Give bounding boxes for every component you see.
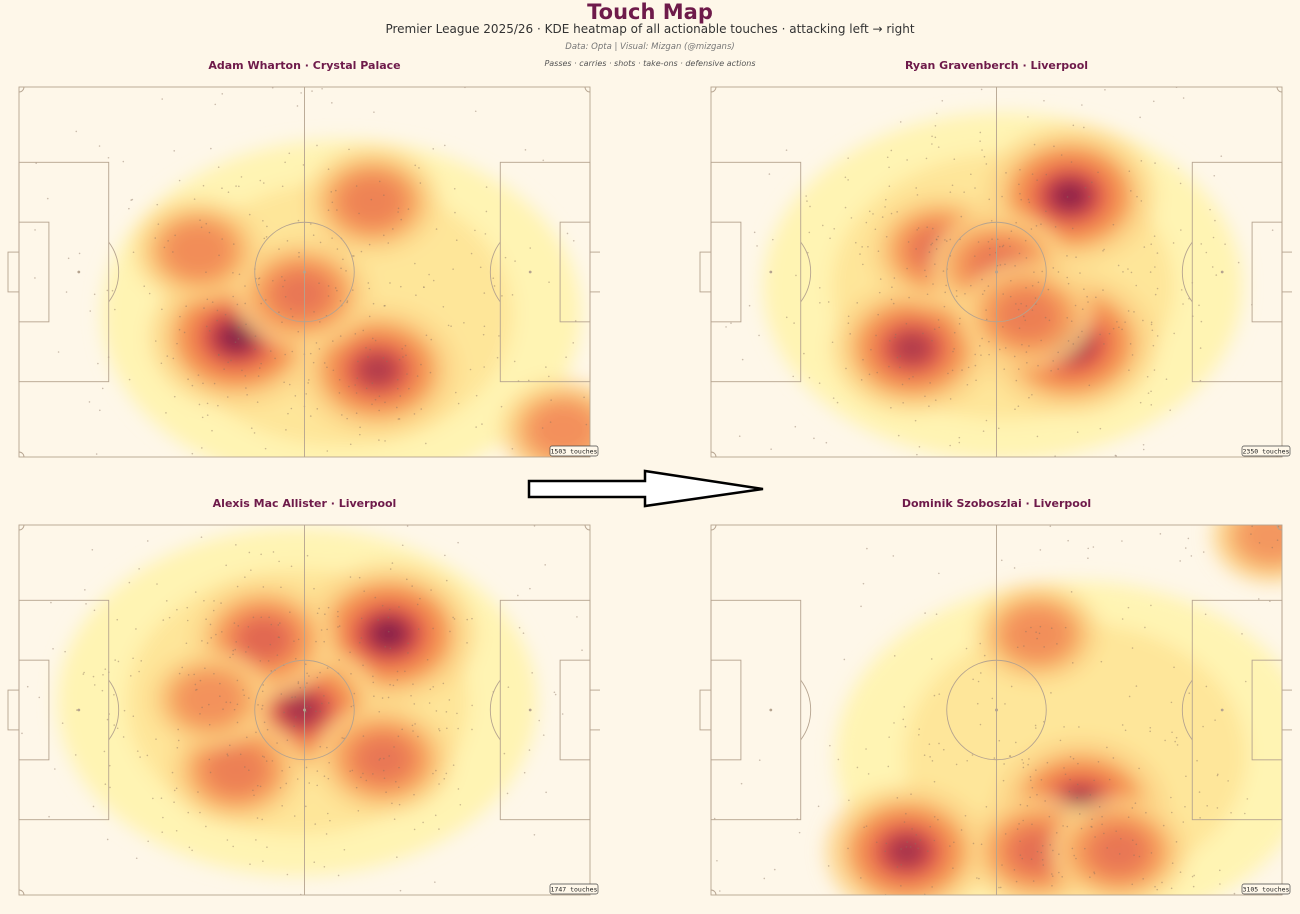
panel-title-gravenberch: Ryan Gravenberch · Liverpool	[904, 59, 1089, 72]
pitch-markings	[7, 524, 600, 896]
heat-hotspot	[134, 199, 263, 302]
pitch-markings	[699, 524, 1292, 896]
svg-text:2350 touches: 2350 touches	[1243, 448, 1290, 456]
heat-hotspot	[314, 703, 452, 815]
heat-hotspot	[306, 147, 439, 255]
pitch-markings	[7, 86, 600, 458]
touches-count-badge: 1747 touches	[549, 883, 599, 895]
heat-layer	[763, 112, 1243, 457]
panel-title-szoboszlai: Dominik Szoboszlai · Liverpool	[901, 497, 1092, 510]
touches-count-badge: 3105 touches	[1241, 883, 1291, 895]
heat-hotspot	[233, 238, 371, 349]
heat-layer	[825, 525, 1282, 895]
panel-title-wharton: Adam Wharton · Crystal Palace	[208, 59, 401, 72]
pitch-markings	[699, 86, 1292, 458]
pitch-svg: 1747 touches	[7, 524, 600, 896]
heat-layer	[57, 527, 538, 876]
pitch-svg: 3105 touches	[699, 524, 1292, 896]
touch-dots	[713, 525, 1280, 895]
page-title: Touch Map	[587, 0, 713, 24]
heat-hotspot	[825, 785, 988, 895]
heat-hotspot	[1050, 796, 1188, 895]
touches-count-badge: 1503 touches	[549, 445, 599, 457]
svg-text:3105 touches: 3105 touches	[1243, 886, 1290, 894]
action-types-note: Passes · carries · shots · take-ons · de…	[544, 59, 756, 68]
svg-text:1747 touches: 1747 touches	[551, 886, 598, 894]
heat-hotspot	[832, 283, 992, 413]
data-credit: Data: Opta | Visual: Mizgan (@mizgans)	[565, 42, 735, 52]
page-subtitle: Premier League 2025/26 · KDE heatmap of …	[385, 22, 915, 36]
heat-hotspot	[148, 650, 271, 748]
heat-hotspot	[959, 261, 1094, 370]
pitch-svg: 2350 touches	[699, 86, 1292, 458]
heat-layer	[101, 139, 590, 457]
touch-dots	[725, 87, 1274, 457]
heat-hotspot	[1211, 525, 1282, 583]
svg-text:1503 touches: 1503 touches	[551, 448, 598, 456]
pitch-panel-mac-allister: 1747 touches	[7, 524, 600, 896]
heat-hotspot	[500, 380, 590, 457]
heat-hotspot	[974, 584, 1100, 684]
pitch-panel-szoboszlai: 3105 touches	[699, 524, 1292, 896]
panel-title-mac-allister: Alexis Mac Allister · Liverpool	[212, 497, 397, 510]
attack-direction-arrow-icon	[527, 469, 764, 508]
pitch-svg: 1503 touches	[7, 86, 600, 458]
pitch-panel-gravenberch: 2350 touches	[699, 86, 1292, 458]
touches-count-badge: 2350 touches	[1241, 445, 1291, 457]
heat-hotspot	[985, 126, 1155, 265]
pitch-panel-wharton: 1503 touches	[7, 86, 600, 458]
